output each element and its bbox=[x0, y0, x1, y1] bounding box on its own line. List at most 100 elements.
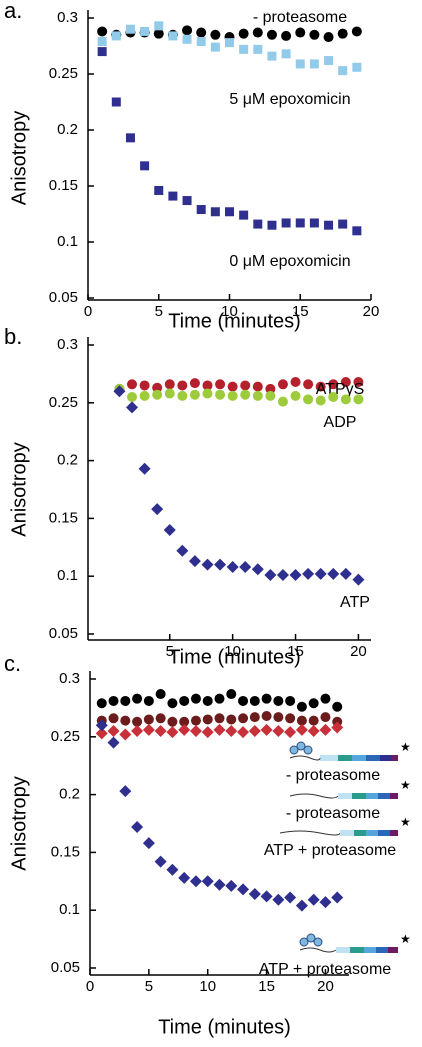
point bbox=[202, 388, 213, 399]
point bbox=[323, 32, 334, 43]
y-tick-label: 0.05 bbox=[49, 289, 78, 306]
point bbox=[213, 878, 226, 891]
point bbox=[352, 573, 365, 586]
point bbox=[155, 713, 166, 724]
point bbox=[107, 736, 120, 749]
point bbox=[272, 725, 285, 738]
point bbox=[320, 693, 331, 704]
point bbox=[331, 721, 344, 734]
y-axis-label: Anisotropy bbox=[8, 776, 30, 871]
point bbox=[240, 380, 251, 391]
y-tick-label: 0.3 bbox=[57, 9, 78, 26]
point bbox=[168, 31, 178, 41]
point bbox=[210, 29, 221, 40]
point bbox=[119, 728, 132, 741]
point bbox=[328, 379, 339, 390]
point bbox=[284, 891, 297, 904]
point bbox=[296, 715, 307, 726]
x-tick-label: 10 bbox=[224, 643, 241, 660]
x-tick-label: 5 bbox=[155, 303, 163, 320]
point bbox=[132, 693, 143, 704]
x-tick-label: 15 bbox=[292, 303, 309, 320]
point bbox=[238, 713, 249, 724]
point bbox=[142, 723, 155, 736]
point bbox=[111, 31, 121, 41]
point bbox=[285, 695, 296, 706]
y-tick-label: 0.2 bbox=[59, 786, 80, 803]
point bbox=[108, 695, 119, 706]
y-tick-label: 0.25 bbox=[49, 65, 78, 82]
point bbox=[97, 26, 108, 37]
point bbox=[251, 563, 264, 576]
point bbox=[253, 219, 263, 229]
point bbox=[273, 712, 284, 723]
point bbox=[120, 695, 131, 706]
x-tick-label: 20 bbox=[363, 303, 380, 320]
point bbox=[107, 725, 120, 738]
point bbox=[182, 34, 192, 44]
point bbox=[267, 51, 277, 61]
x-axis-label: Time (minutes) bbox=[158, 1016, 291, 1038]
point bbox=[319, 896, 332, 909]
x-tick-label: 5 bbox=[166, 643, 174, 660]
point bbox=[295, 218, 305, 228]
point bbox=[239, 44, 249, 54]
point bbox=[140, 161, 150, 171]
svg-text:★: ★ bbox=[400, 778, 411, 792]
x-tick-label: 15 bbox=[258, 978, 275, 995]
point bbox=[163, 523, 176, 536]
y-tick-label: 0.3 bbox=[59, 670, 80, 687]
series-label: ADP bbox=[324, 414, 357, 431]
x-tick-label: 0 bbox=[84, 303, 92, 320]
point bbox=[176, 544, 189, 557]
point bbox=[284, 726, 297, 739]
point bbox=[352, 62, 362, 72]
point bbox=[155, 689, 166, 700]
point bbox=[126, 401, 139, 414]
point bbox=[240, 389, 251, 400]
point bbox=[167, 698, 178, 709]
point bbox=[281, 30, 292, 41]
point bbox=[188, 555, 201, 568]
point bbox=[314, 567, 327, 580]
point bbox=[296, 701, 307, 712]
series-label: - proteasome bbox=[253, 9, 347, 26]
point bbox=[201, 726, 214, 739]
point bbox=[215, 389, 226, 400]
point bbox=[214, 713, 225, 724]
y-tick-label: 0.1 bbox=[59, 901, 80, 918]
point bbox=[201, 558, 214, 571]
x-tick-label: 0 bbox=[86, 978, 94, 995]
point bbox=[261, 693, 272, 704]
point bbox=[189, 389, 200, 400]
point bbox=[131, 725, 144, 738]
point bbox=[276, 569, 289, 582]
point bbox=[249, 712, 260, 723]
point bbox=[189, 725, 202, 738]
point bbox=[190, 693, 201, 704]
point bbox=[178, 871, 191, 884]
point bbox=[338, 66, 348, 76]
point bbox=[239, 210, 249, 220]
point bbox=[252, 27, 263, 38]
point bbox=[153, 28, 164, 39]
point bbox=[96, 698, 107, 709]
series-label: - proteasome bbox=[286, 805, 380, 822]
point bbox=[248, 725, 261, 738]
point bbox=[260, 890, 273, 903]
point bbox=[214, 558, 227, 571]
point bbox=[353, 394, 364, 405]
point bbox=[351, 26, 362, 37]
point bbox=[119, 785, 132, 798]
point bbox=[237, 726, 250, 739]
point bbox=[272, 893, 285, 906]
point bbox=[154, 725, 167, 738]
point bbox=[154, 855, 167, 868]
x-axis-label: Time (minutes) bbox=[168, 310, 301, 332]
point bbox=[190, 715, 201, 726]
panel-label: c. bbox=[4, 651, 21, 676]
point bbox=[309, 59, 319, 69]
point bbox=[201, 875, 214, 888]
x-tick-label: 5 bbox=[145, 978, 153, 995]
